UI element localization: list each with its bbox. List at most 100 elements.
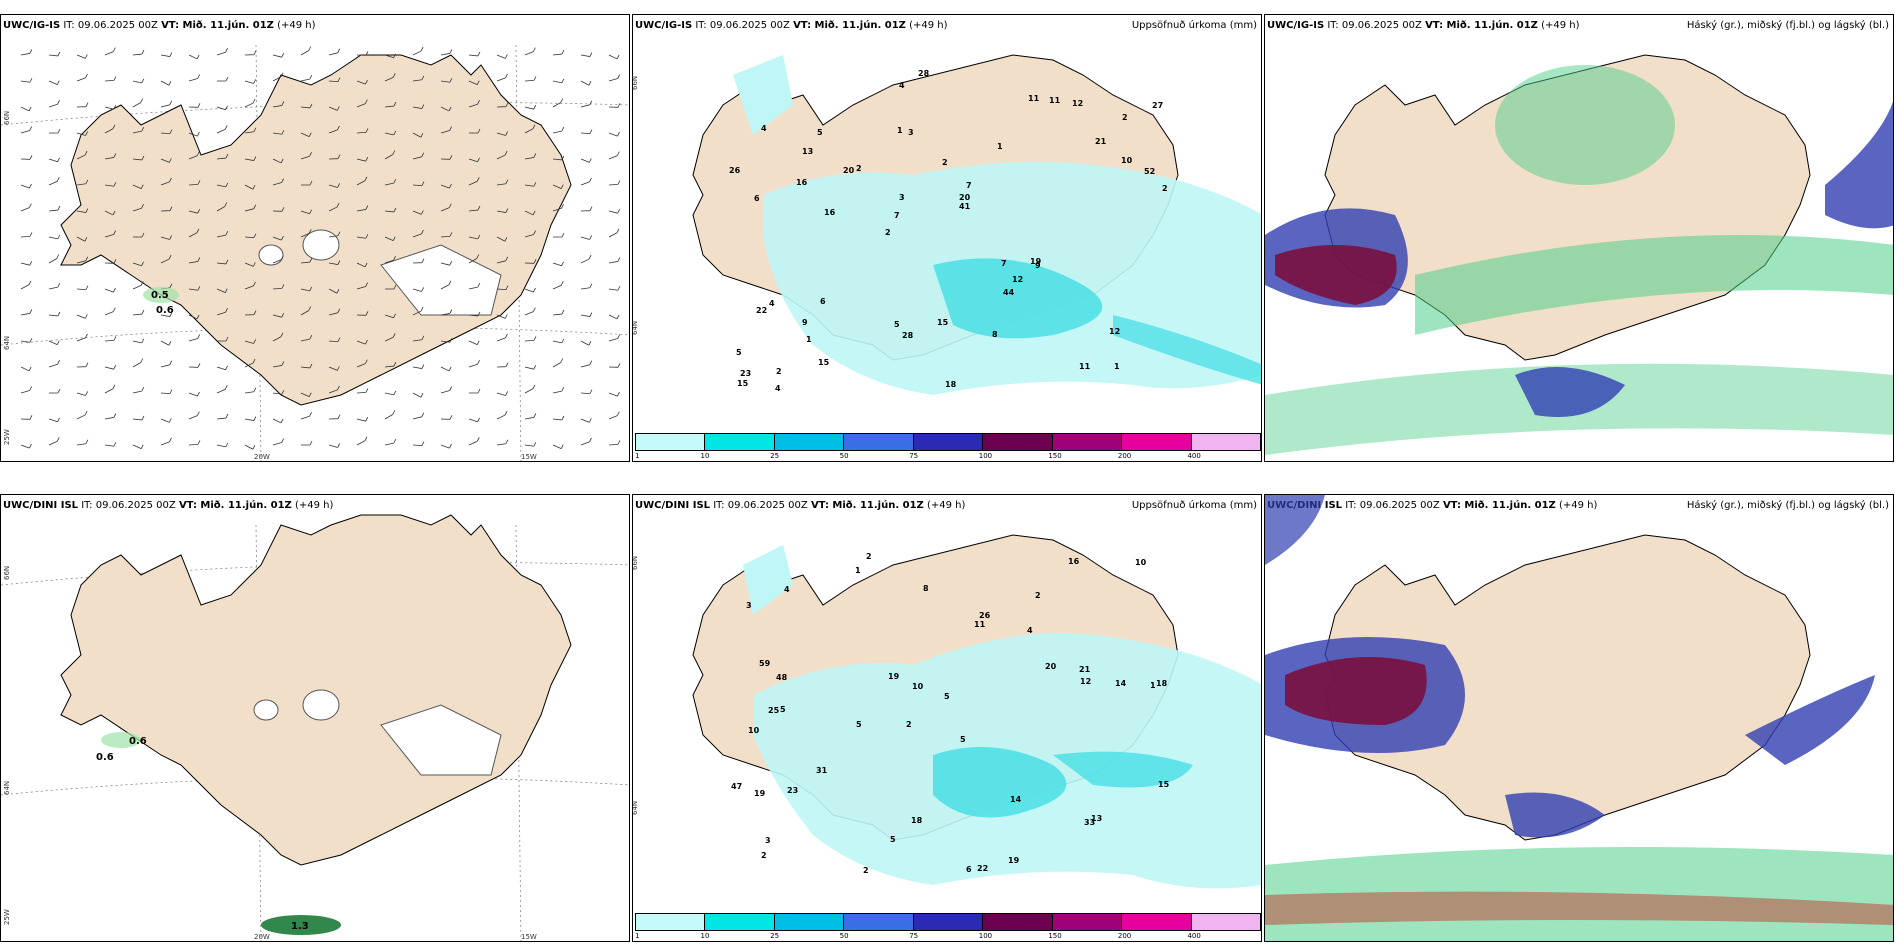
wind-barb [552,261,564,267]
wind-barb [524,413,537,420]
precip-values: 1622121242513794427107535116111219182016… [729,69,1168,393]
wind-barbs [20,46,621,450]
precip-value: 4 [761,124,767,133]
precip-value: 2 [863,866,869,875]
wind-barb [104,307,116,316]
colorbar-swatch [1052,914,1123,930]
wind-barb [356,99,368,108]
wind-barb [440,49,453,56]
wind-barb [76,285,89,291]
precip-value: 12 [1072,99,1083,108]
wind-barb [160,158,172,163]
precip-value: 9 [802,318,808,327]
colorbar-swatch [705,434,775,450]
colorbar-tick: 100 [978,932,993,940]
wind-barb [580,158,592,163]
precip-value: 15 [937,318,949,327]
precip-value: 1 [897,126,903,135]
wind-barb [272,390,285,395]
wind-barb [356,436,368,446]
wind-barb [217,336,229,342]
panel-title: Uppsöfnuð úrkoma (mm) [1131,20,1257,31]
precip-value: 10 [1135,558,1147,567]
wind-barb [132,415,145,421]
wind-barb [580,437,592,446]
wind-barb [244,310,257,316]
lon-label: 15W [521,933,537,941]
colorbar-ticks: 1 10 25 50 75 100 150 200 400 [635,452,1261,461]
wind-barb [552,126,565,134]
wind-map: 0.5 0.6 [1,44,629,461]
precip-value: 33 [1084,818,1095,827]
wind-barb [244,156,257,161]
wind-barb [20,232,33,238]
precip-value: 2 [776,367,782,376]
wind-barb [104,47,116,56]
lat-label: 64N [3,335,11,350]
colorbar-tick: 75 [909,452,919,460]
wind-barb [552,309,565,316]
wind-barb [48,254,60,264]
colorbar-tick: 150 [1048,932,1062,940]
wind-barb [160,389,173,395]
panel-header: UWC/IG-IS IT: 09.06.2025 00Z VT: Mið. 11… [1267,20,1580,31]
iceland-land [60,514,572,866]
contour-label: 0.6 [156,305,174,316]
wind-panel-bottom: UWC/DINI ISL IT: 09.06.2025 00Z VT: Mið.… [0,494,630,942]
lon-label: 15W [521,453,537,461]
colorbar-swatch [636,434,706,450]
lat-label: 25W [3,429,11,445]
wind-barb [356,156,369,162]
wind-barb [244,444,256,450]
wind-barb [76,179,89,186]
wind-barb [440,232,453,238]
precip-value: 11 [1049,96,1061,105]
wind-barb [328,125,340,134]
precip-value: 23 [787,786,798,795]
wind-barb [440,260,453,266]
wind-barb [133,232,145,238]
wind-barb [412,75,425,82]
precip-value: 31 [816,766,828,775]
wind-barb [412,392,424,398]
wind-barb [244,204,257,212]
precip-value: 1 [855,566,861,575]
colorbar-tick: 25 [770,452,780,460]
wind-barb [328,414,341,420]
wind-barb [104,442,117,447]
wind-barb [356,359,368,368]
wind-barb [216,442,229,448]
precip-value: 26 [729,166,741,175]
wind-barb [468,340,480,346]
wind-barb [412,258,425,264]
colorbar-swatch [983,914,1053,930]
wind-barb [272,255,284,264]
wind-barb [328,443,341,448]
wind-barb [412,364,425,369]
wind-barb [328,337,341,343]
wind-barb [160,235,173,240]
wind-barb [132,261,144,267]
wind-barb [356,339,368,345]
wind-barb [244,127,257,134]
colorbar-tick: 100 [978,452,993,460]
wind-barb [524,287,536,293]
wind-barb [440,78,453,83]
colorbar-tick: 25 [770,932,780,940]
wind-barb [468,100,480,108]
wind-barb [20,126,33,134]
wind-barb [468,177,480,186]
wind-barb [272,235,284,241]
wind-barb [216,105,228,111]
wind-barb [496,333,508,342]
precip-value: 2 [761,851,767,860]
wind-barb [468,437,480,446]
precip-value: 4 [784,585,790,594]
wind-barb [48,205,61,212]
precip-value: 10 [748,726,760,735]
wind-barb [328,154,341,160]
wind-barb [244,416,257,421]
wind-barb [244,184,256,190]
colorbar-tick: 400 [1187,452,1201,460]
